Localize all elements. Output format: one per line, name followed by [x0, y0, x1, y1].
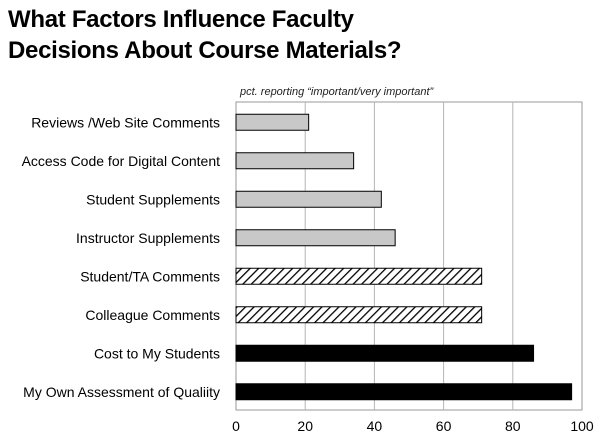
grid-lines	[235, 101, 583, 411]
chart-title-line-1: What Factors Influence Faculty	[8, 6, 354, 33]
bar	[235, 383, 573, 401]
chart-title: What Factors Influence Faculty Decisions…	[8, 4, 588, 66]
bars	[235, 113, 573, 401]
x-tick-label: 0	[232, 418, 240, 434]
bar	[235, 344, 535, 362]
x-tick-label: 20	[297, 418, 313, 434]
category-label: Student Supplements	[86, 191, 220, 207]
category-label: Colleague Comments	[85, 307, 220, 323]
x-tick-label: 80	[505, 418, 521, 434]
chart-subtitle: pct. reporting “important/very important…	[240, 86, 434, 98]
bar	[235, 152, 355, 170]
category-labels: Reviews /Web Site Comments Access Code fo…	[22, 114, 221, 400]
bar	[235, 267, 483, 285]
x-tick-label: 100	[570, 418, 594, 434]
plot-frame	[235, 101, 583, 411]
chart-title-line-2: Decisions About Course Materials?	[8, 37, 402, 64]
bar	[235, 229, 396, 247]
category-label: Reviews /Web Site Comments	[31, 114, 220, 130]
category-label: My Own Assessment of Qualiity	[23, 384, 220, 400]
category-label: Instructor Supplements	[76, 230, 220, 246]
bar	[235, 306, 483, 324]
bar	[235, 113, 310, 131]
x-tick-label: 40	[367, 418, 383, 434]
category-label: Student/TA Comments	[80, 268, 220, 284]
category-label: Cost to My Students	[94, 345, 220, 361]
x-axis-ticks: 0 20 40 60 80 100	[232, 418, 594, 434]
x-tick-label: 60	[436, 418, 452, 434]
bar	[235, 190, 382, 208]
category-label: Access Code for Digital Content	[22, 153, 221, 169]
